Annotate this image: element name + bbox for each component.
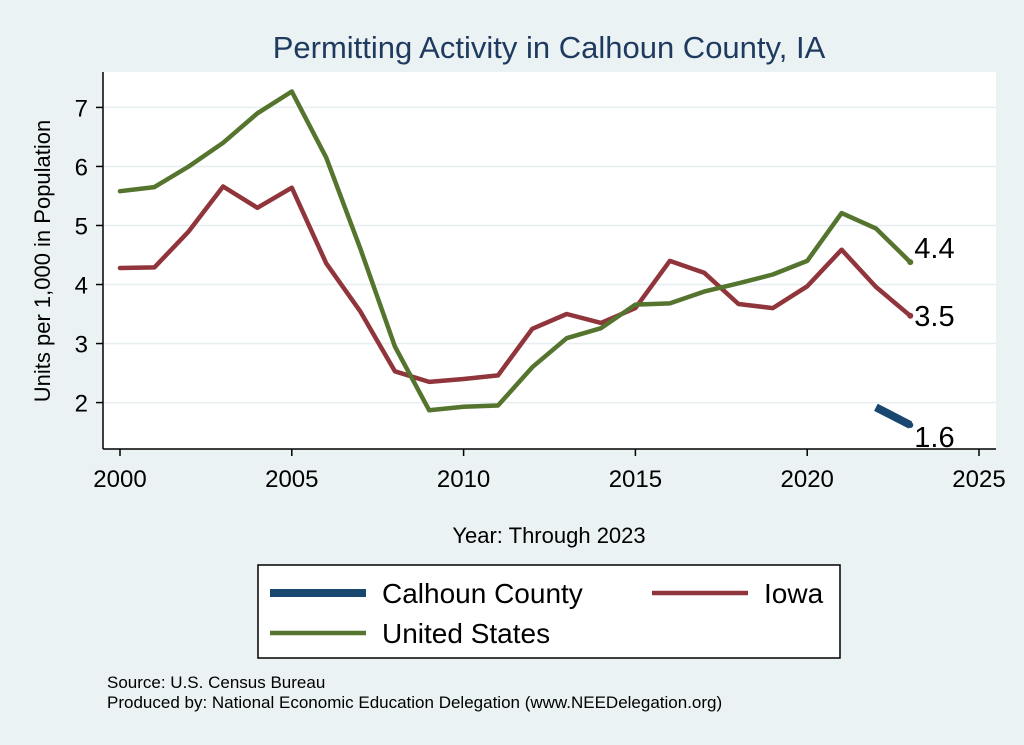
series-line-united-states	[117, 89, 913, 413]
end-label-united-states: 4.4	[914, 233, 954, 265]
y-tick-label-6: 6	[75, 154, 88, 181]
y-axis-title: Units per 1,000 in Population	[30, 120, 55, 403]
x-tick-label-2010: 2010	[437, 466, 490, 493]
end-point-calhoun-county	[907, 422, 914, 429]
end-point-united-states	[907, 259, 914, 266]
y-tick-label-5: 5	[75, 213, 88, 240]
end-point-iowa	[907, 312, 914, 319]
x-axis-title: Year: Through 2023	[452, 523, 645, 548]
series-lines	[117, 89, 914, 429]
y-tick-label-4: 4	[75, 273, 88, 300]
end-labels: 1.6 3.5 4.4	[914, 233, 954, 454]
source-note: Source: U.S. Census Bureau	[107, 673, 325, 692]
legend-box	[257, 564, 841, 659]
end-label-iowa: 3.5	[914, 301, 954, 333]
legend-label-united-states: United States	[382, 618, 550, 649]
x-tick-label-2020: 2020	[781, 466, 834, 493]
legend-label-calhoun-county: Calhoun County	[382, 578, 583, 609]
y-tick-label-2: 2	[75, 391, 88, 418]
x-tick-label-2015: 2015	[609, 466, 662, 493]
series-line-calhoun-county	[874, 403, 913, 429]
x-axis-ticks: 2000 2005 2010 2015 2020 2025	[93, 449, 1006, 493]
y-tick-label-3: 3	[75, 332, 88, 359]
produced-by-note: Produced by: National Economic Education…	[107, 693, 722, 712]
x-tick-label-2005: 2005	[265, 466, 318, 493]
gridlines	[104, 106, 996, 404]
legend: Calhoun County Iowa United States	[257, 564, 841, 659]
chart-title: Permitting Activity in Calhoun County, I…	[273, 30, 826, 65]
series-line-iowa	[117, 184, 913, 385]
y-axis-ticks: 2 3 4 5 6 7	[75, 95, 103, 418]
x-tick-label-2000: 2000	[93, 466, 146, 493]
y-tick-label-7: 7	[75, 95, 88, 122]
end-label-calhoun-county: 1.6	[914, 422, 954, 454]
plot-area	[103, 72, 996, 449]
legend-label-iowa: Iowa	[764, 578, 824, 609]
x-tick-label-2025: 2025	[952, 466, 1005, 493]
